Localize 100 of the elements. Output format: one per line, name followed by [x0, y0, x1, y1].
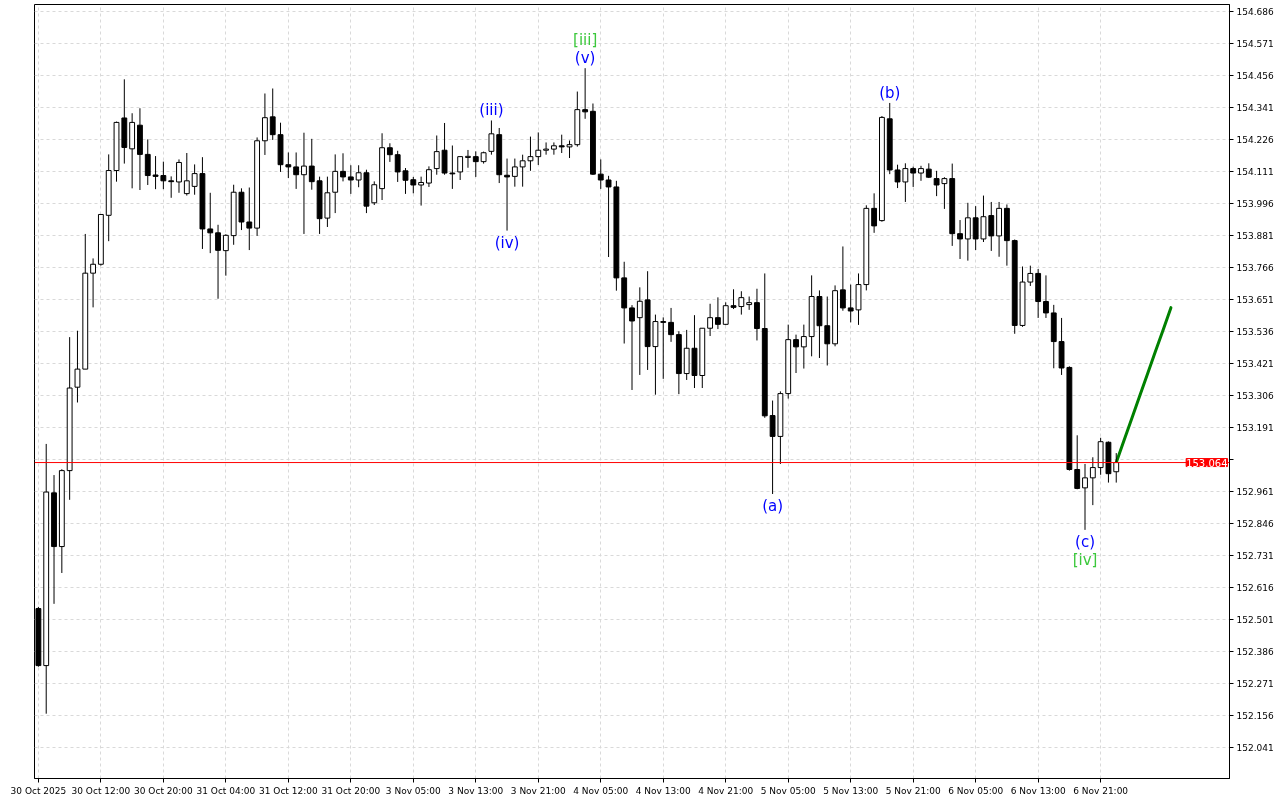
- candlestick: [269, 87, 276, 141]
- annotation: (a): [762, 496, 784, 515]
- candlestick: [301, 132, 307, 235]
- ref-line-label: 153.064: [1186, 457, 1228, 469]
- candlestick: [418, 176, 425, 207]
- y-tick-label: 153.306: [1236, 390, 1274, 401]
- candlestick: [871, 192, 878, 234]
- y-tick-label: 153.766: [1236, 262, 1274, 273]
- candlestick: [1043, 274, 1049, 319]
- y-tick-label: 152.271: [1236, 678, 1274, 689]
- annotation: [iii]: [573, 31, 598, 50]
- y-tick-label: 152.616: [1236, 582, 1274, 593]
- y-tick-label: 153.881: [1236, 230, 1274, 241]
- x-tick-label: 6 Nov 21:00: [1073, 785, 1129, 796]
- candlestick: [714, 296, 721, 330]
- candlestick: [1089, 456, 1096, 506]
- candlestick: [597, 158, 604, 190]
- candlestick: [504, 158, 510, 232]
- y-tick-label: 152.501: [1236, 614, 1274, 625]
- candlestick: [793, 334, 799, 374]
- annotation: (iii): [479, 101, 504, 120]
- y-tick-label: 152.846: [1236, 518, 1274, 529]
- annotation: (v): [574, 49, 596, 68]
- candlestick: [183, 152, 190, 197]
- candlestick: [629, 304, 635, 391]
- candlestick: [261, 93, 268, 156]
- y-tick-label: 152.961: [1236, 486, 1274, 497]
- candlestick: [340, 152, 346, 182]
- candlestick: [918, 165, 924, 182]
- candlestick: [246, 187, 253, 251]
- candlestick: [215, 224, 221, 300]
- candlestick: [74, 330, 81, 403]
- y-tick-label: 154.686: [1236, 6, 1274, 17]
- candlestick: [964, 202, 971, 262]
- candlestick: [168, 175, 175, 199]
- y-tick-label: 152.386: [1236, 646, 1274, 657]
- candlestick: [910, 166, 917, 188]
- candlestick: [1074, 434, 1081, 490]
- annotation: (iv): [494, 233, 520, 252]
- candlestick: [1082, 463, 1088, 531]
- x-tick-label: 3 Nov 21:00: [510, 785, 567, 796]
- x-tick-label: 5 Nov 05:00: [760, 785, 816, 796]
- candlestick: [426, 165, 432, 188]
- candlestick: [449, 145, 456, 190]
- candlestick: [488, 119, 495, 156]
- x-tick-label: 5 Nov 13:00: [823, 785, 879, 796]
- candlestick: [308, 138, 315, 191]
- candlestick: [222, 233, 229, 277]
- x-tick-label: 6 Nov 13:00: [1010, 785, 1066, 796]
- x-tick-label: 30 Oct 12:00: [71, 785, 131, 796]
- candlestick: [176, 158, 182, 194]
- y-tick-label: 154.111: [1236, 166, 1274, 177]
- x-tick-label: 3 Nov 13:00: [448, 785, 504, 796]
- candlestick: [839, 245, 846, 312]
- x-tick-label: 4 Nov 05:00: [573, 785, 629, 796]
- annotation: (c): [1075, 532, 1095, 551]
- candlestick: [582, 67, 589, 120]
- candlestick: [636, 286, 643, 376]
- candlestick: [550, 141, 557, 156]
- candlestick: [519, 154, 526, 188]
- candlestick: [707, 303, 714, 337]
- y-tick-label: 152.731: [1236, 550, 1274, 561]
- x-tick-label: 4 Nov 21:00: [698, 785, 754, 796]
- candlestick: [668, 307, 674, 343]
- candlestick: [465, 149, 471, 169]
- candlestick: [511, 158, 518, 188]
- candlestick: [605, 175, 612, 258]
- candlestick: [800, 324, 807, 370]
- candlestick: [543, 141, 550, 156]
- y-tick-label: 154.341: [1236, 102, 1274, 113]
- y-tick-label: 154.456: [1236, 70, 1274, 81]
- x-tick-label: 31 Oct 04:00: [196, 785, 256, 796]
- y-tick-label: 152.156: [1236, 710, 1274, 721]
- y-tick-label: 153.651: [1236, 294, 1274, 305]
- y-tick-label: 153.996: [1236, 198, 1274, 209]
- y-tick-label: 154.226: [1236, 134, 1274, 145]
- x-tick-label: 31 Oct 12:00: [259, 785, 318, 796]
- y-tick-label: 154.571: [1236, 38, 1274, 49]
- candlestick: [527, 136, 534, 172]
- candlestick: [457, 156, 464, 181]
- x-tick-label: 4 Nov 13:00: [635, 785, 691, 796]
- y-tick-label: 153.191: [1236, 422, 1274, 433]
- y-tick-label: 153.421: [1236, 358, 1274, 369]
- candlestick: [90, 257, 96, 308]
- candlestick: [332, 153, 339, 214]
- candlestick: [535, 131, 542, 166]
- candlestick: [207, 192, 214, 254]
- x-tick-label: 6 Nov 05:00: [948, 785, 1004, 796]
- candlestick: [293, 151, 300, 190]
- candlestick: [347, 164, 354, 195]
- x-tick-label: 3 Nov 05:00: [385, 785, 442, 796]
- y-tick-label: 152.041: [1236, 742, 1274, 753]
- candlestick: [957, 219, 963, 260]
- x-tick-label: 5 Nov 21:00: [885, 785, 941, 796]
- x-tick-label: 30 Oct 2025: [10, 785, 67, 796]
- candlestick: [1027, 265, 1034, 287]
- x-tick-label: 31 Oct 20:00: [321, 785, 381, 796]
- y-tick-label: 153.536: [1236, 326, 1274, 337]
- x-tick-label: 30 Oct 20:00: [134, 785, 193, 796]
- candlestick: [472, 150, 479, 178]
